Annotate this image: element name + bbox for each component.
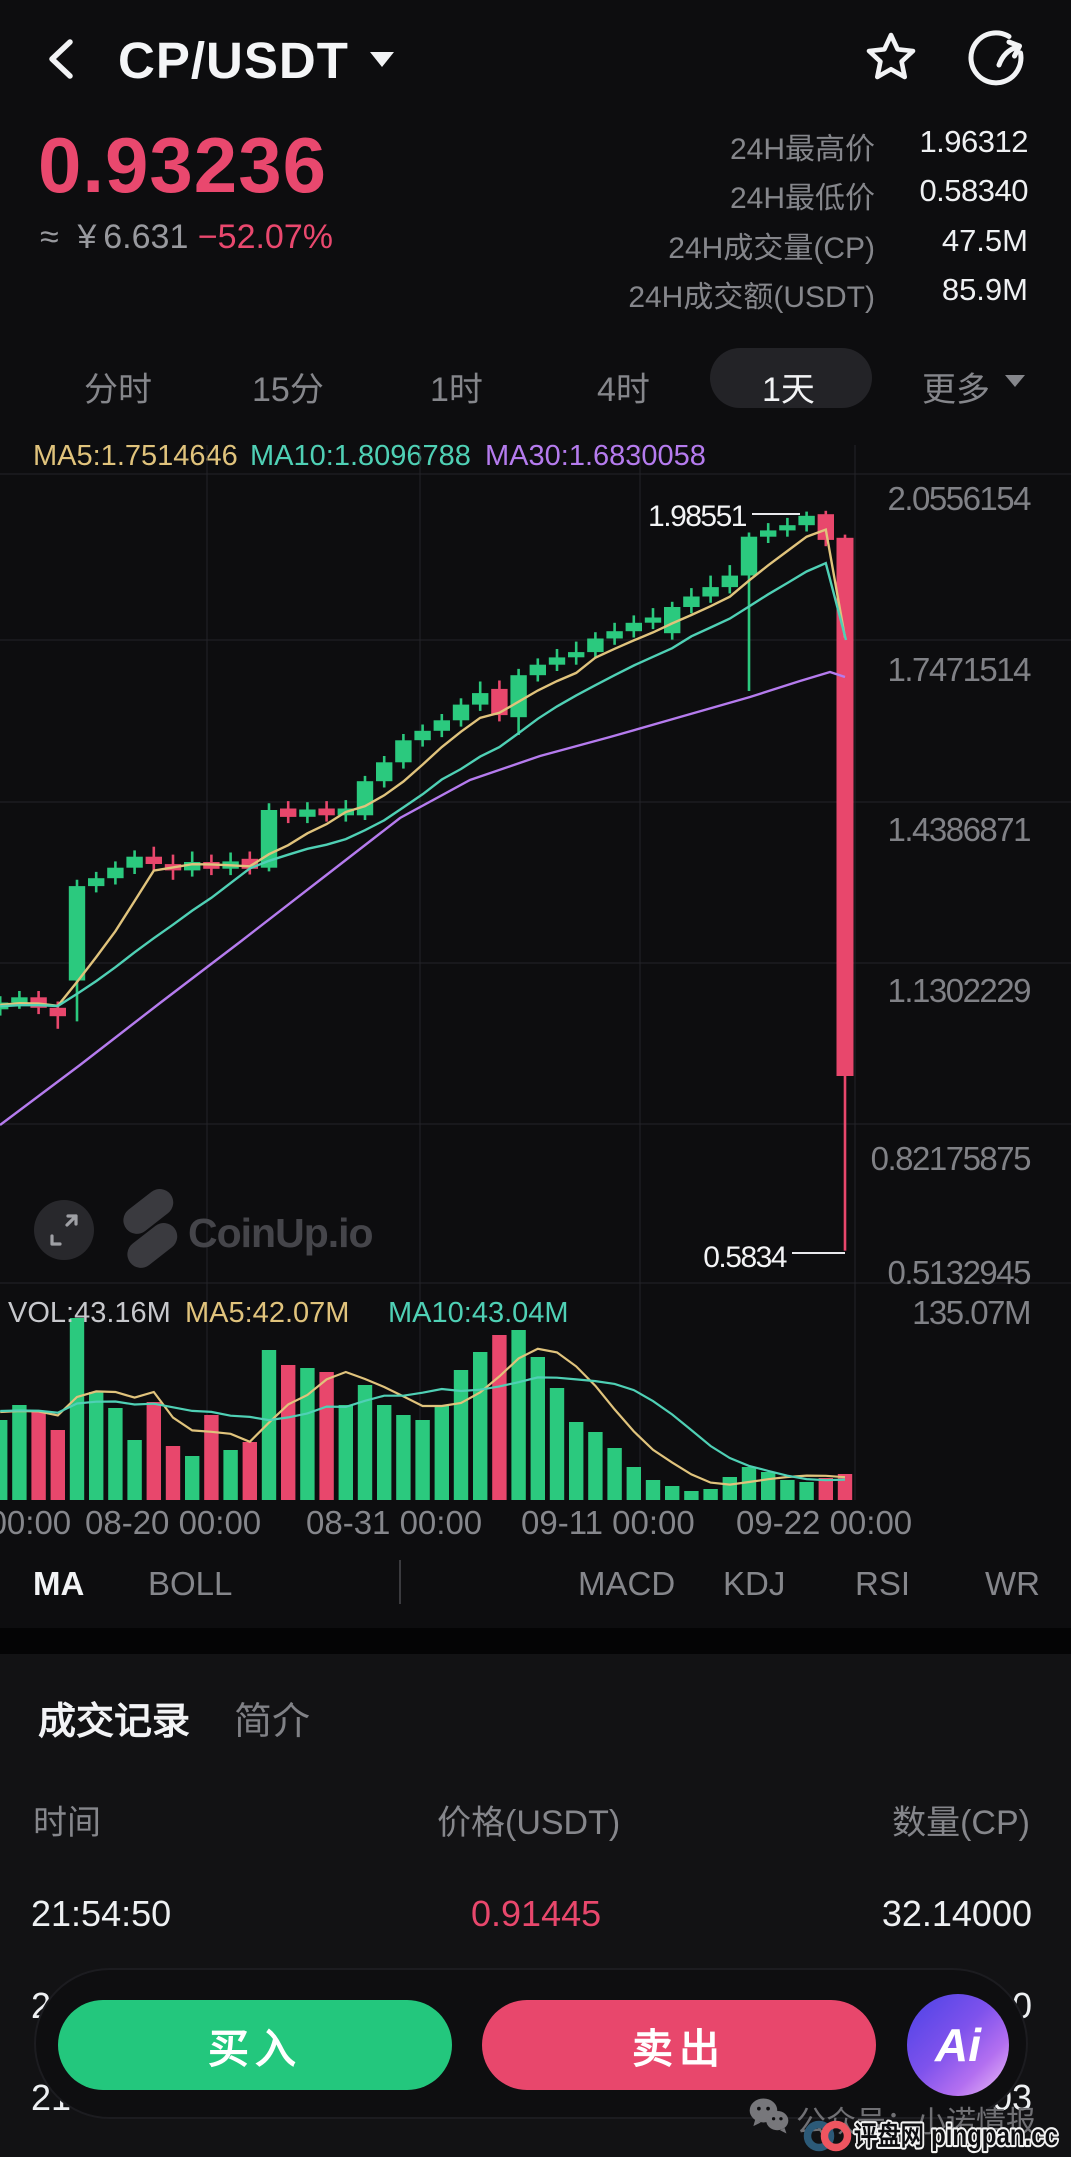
svg-text:评盘网: 评盘网 [854, 2121, 924, 2151]
svg-text:CoinUp.io: CoinUp.io [188, 1210, 373, 1256]
svg-text:0.5834: 0.5834 [703, 1241, 787, 1274]
svg-text:1.98551: 1.98551 [648, 500, 747, 533]
svg-text:pingpan.cc: pingpan.cc [931, 2119, 1058, 2152]
